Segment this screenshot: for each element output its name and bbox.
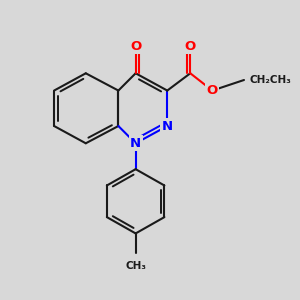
- Text: O: O: [207, 84, 218, 97]
- Text: N: N: [162, 119, 173, 133]
- Text: CH₂CH₃: CH₂CH₃: [250, 75, 292, 85]
- Text: O: O: [130, 40, 141, 53]
- Text: N: N: [130, 137, 141, 150]
- Text: CH₃: CH₃: [125, 261, 146, 271]
- Text: O: O: [185, 40, 196, 53]
